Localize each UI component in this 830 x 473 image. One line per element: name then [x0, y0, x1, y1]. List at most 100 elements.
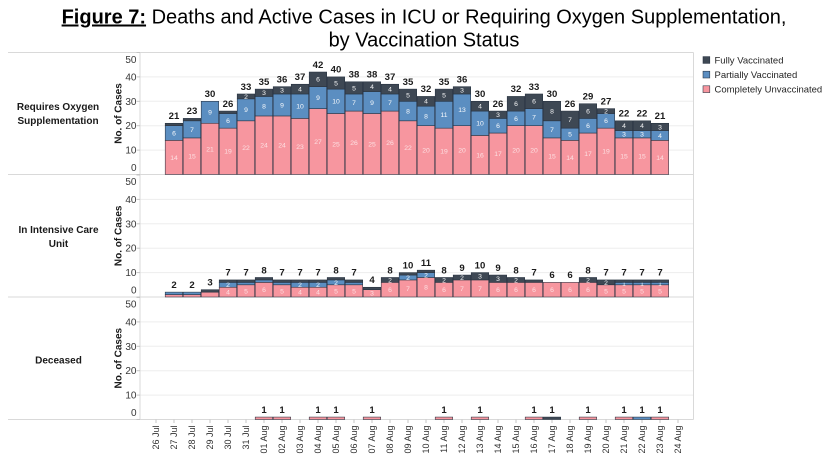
svg-text:1: 1 [369, 405, 375, 416]
svg-text:37: 37 [385, 72, 396, 83]
svg-text:8: 8 [585, 265, 591, 276]
svg-text:8: 8 [550, 108, 554, 115]
svg-text:7: 7 [279, 268, 284, 279]
svg-text:1: 1 [477, 405, 483, 416]
svg-text:4: 4 [622, 123, 626, 130]
svg-text:17: 17 [584, 151, 592, 158]
svg-text:27 Jul: 27 Jul [169, 426, 179, 450]
svg-text:2: 2 [298, 282, 302, 289]
svg-text:6: 6 [586, 108, 590, 115]
svg-text:7: 7 [406, 286, 410, 293]
svg-text:7: 7 [531, 268, 536, 279]
svg-text:40: 40 [125, 195, 137, 206]
svg-text:26: 26 [350, 140, 358, 147]
svg-text:21: 21 [206, 146, 214, 153]
svg-text:11: 11 [421, 258, 432, 269]
svg-text:22: 22 [242, 145, 250, 152]
svg-text:30: 30 [125, 219, 137, 230]
svg-text:19: 19 [440, 149, 448, 156]
svg-text:1: 1 [639, 405, 645, 416]
svg-text:04 Aug: 04 Aug [313, 426, 323, 454]
svg-text:20: 20 [530, 148, 538, 155]
svg-text:8: 8 [513, 265, 519, 276]
svg-text:15: 15 [638, 154, 646, 161]
svg-text:24: 24 [278, 143, 286, 150]
svg-text:6: 6 [586, 287, 590, 294]
svg-text:7: 7 [388, 100, 392, 107]
svg-text:0: 0 [131, 163, 137, 174]
svg-text:24 Aug: 24 Aug [673, 426, 683, 454]
svg-text:5: 5 [352, 85, 356, 92]
svg-text:36: 36 [457, 74, 468, 85]
svg-text:15: 15 [548, 154, 556, 161]
svg-text:7: 7 [603, 268, 608, 279]
svg-text:2: 2 [406, 275, 410, 282]
svg-text:15 Aug: 15 Aug [511, 426, 521, 454]
svg-text:2: 2 [388, 277, 392, 284]
svg-text:23: 23 [296, 144, 304, 151]
svg-text:3: 3 [658, 124, 662, 131]
svg-text:13 Aug: 13 Aug [475, 426, 485, 454]
svg-text:35: 35 [259, 77, 270, 88]
svg-text:2: 2 [460, 275, 464, 282]
svg-text:50: 50 [125, 177, 137, 188]
svg-text:1: 1 [441, 405, 447, 416]
svg-text:1: 1 [585, 405, 591, 416]
svg-text:7: 7 [460, 286, 464, 293]
svg-text:3: 3 [460, 88, 464, 95]
svg-text:5: 5 [604, 288, 608, 295]
svg-text:15: 15 [620, 154, 628, 161]
svg-text:36: 36 [277, 74, 288, 85]
svg-text:30: 30 [205, 89, 216, 100]
svg-text:18 Aug: 18 Aug [565, 426, 575, 454]
svg-text:7: 7 [532, 115, 536, 122]
svg-text:Completely Unvaccinated: Completely Unvaccinated [715, 85, 823, 96]
svg-text:7: 7 [315, 268, 320, 279]
svg-text:50: 50 [125, 55, 137, 66]
svg-text:19: 19 [224, 149, 232, 156]
svg-text:27: 27 [601, 96, 612, 107]
svg-text:20: 20 [422, 148, 430, 155]
svg-text:38: 38 [367, 70, 378, 81]
svg-text:38: 38 [349, 70, 360, 81]
svg-text:4: 4 [370, 84, 374, 91]
svg-text:6: 6 [172, 130, 176, 137]
svg-text:1: 1 [333, 405, 339, 416]
svg-text:9: 9 [370, 100, 374, 107]
svg-text:9: 9 [459, 263, 464, 274]
svg-text:6: 6 [388, 287, 392, 294]
svg-text:3: 3 [496, 276, 500, 283]
svg-text:27: 27 [314, 139, 322, 146]
svg-text:10: 10 [296, 104, 304, 111]
svg-text:4: 4 [658, 133, 662, 140]
svg-text:7: 7 [657, 268, 662, 279]
svg-text:01 Aug: 01 Aug [259, 426, 269, 454]
svg-text:33: 33 [241, 82, 252, 93]
svg-text:Requires Oxygen: Requires Oxygen [17, 102, 99, 113]
svg-text:1: 1 [315, 405, 321, 416]
svg-text:30 Jul: 30 Jul [223, 426, 233, 450]
svg-text:5: 5 [658, 288, 662, 295]
svg-text:9: 9 [495, 263, 500, 274]
svg-text:4: 4 [369, 275, 375, 286]
svg-text:1: 1 [622, 281, 626, 288]
svg-text:13: 13 [458, 107, 466, 114]
svg-text:6: 6 [586, 123, 590, 130]
svg-text:14: 14 [656, 155, 664, 162]
svg-text:4: 4 [298, 290, 302, 297]
svg-text:15: 15 [188, 154, 196, 161]
svg-text:4: 4 [316, 290, 320, 297]
svg-text:05 Aug: 05 Aug [331, 426, 341, 454]
svg-text:20: 20 [125, 244, 137, 255]
svg-text:3: 3 [622, 132, 626, 139]
svg-text:5: 5 [334, 288, 338, 295]
svg-text:6: 6 [604, 118, 608, 125]
svg-text:07 Aug: 07 Aug [367, 426, 377, 454]
svg-text:14 Aug: 14 Aug [493, 426, 503, 454]
svg-text:6: 6 [567, 270, 572, 281]
svg-text:19: 19 [602, 149, 610, 156]
svg-text:6: 6 [514, 116, 518, 123]
svg-text:1: 1 [658, 281, 662, 288]
svg-text:2: 2 [334, 280, 338, 287]
svg-text:5: 5 [622, 288, 626, 295]
